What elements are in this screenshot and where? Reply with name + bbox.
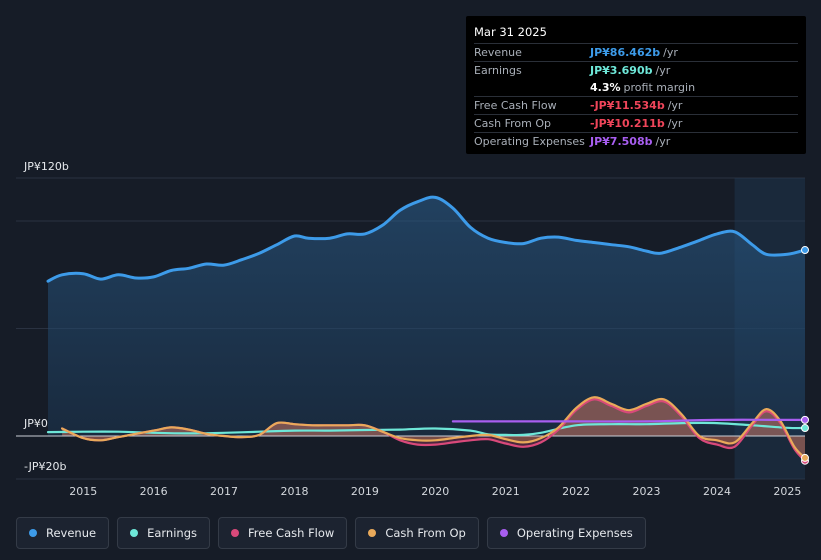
tooltip-unit: profit margin <box>623 81 696 94</box>
tooltip-label: Earnings <box>474 64 522 77</box>
x-axis-ticks: 2015 2016 2017 2018 2019 2020 2021 2022 2023 2024… <box>69 485 801 498</box>
legend-dot-icon <box>499 529 508 537</box>
revenue-endpoint <box>801 246 809 255</box>
tooltip-panel: Mar 31 2025 Revenue JP¥86.462b /yr Earni… <box>466 16 806 154</box>
x-tick-label: 2025 <box>773 485 801 498</box>
tooltip-label: Operating Expenses <box>474 135 585 148</box>
legend-label: Free Cash Flow <box>248 526 335 540</box>
legend-item-free-cash-flow[interactable]: Free Cash Flow <box>218 517 348 549</box>
tooltip-label: Cash From Op <box>474 117 552 130</box>
tooltip-row-cash-from-op: Cash From Op -JP¥10.211b /yr <box>474 114 798 132</box>
series-lines <box>46 195 807 462</box>
tooltip-value: -JP¥11.534b <box>590 99 665 112</box>
tooltip-value: JP¥86.462b <box>590 46 661 59</box>
legend-item-cash-from-op[interactable]: Cash From Op <box>355 517 479 549</box>
earnings-endpoint <box>801 424 809 433</box>
legend-label: Earnings <box>147 526 197 540</box>
tooltip-unit: /yr <box>655 135 671 148</box>
revenue-area <box>48 197 805 436</box>
x-tick-label: 2017 <box>210 485 238 498</box>
x-tick-label: 2020 <box>421 485 449 498</box>
legend-label: Operating Expenses <box>516 526 633 540</box>
cash-from-op-line <box>61 396 807 459</box>
operating-expenses-endpoint <box>801 415 809 424</box>
tooltip-row-free-cash-flow: Free Cash Flow -JP¥11.534b /yr <box>474 96 798 114</box>
legend-label: Revenue <box>46 526 97 540</box>
tooltip-unit: /yr <box>663 46 678 59</box>
x-tick-label: 2022 <box>562 485 590 498</box>
tooltip-value: JP¥7.508b <box>590 135 653 148</box>
tooltip-value: JP¥3.690b <box>590 64 653 77</box>
x-tick-label: 2018 <box>280 485 308 498</box>
tooltip-unit: /yr <box>667 117 683 130</box>
tooltip-value: -JP¥10.211b <box>590 117 665 130</box>
y-label-zero: JP¥0 <box>23 417 48 430</box>
tooltip-row-profit-margin: 4.3% profit margin <box>474 79 798 96</box>
legend-dot-icon <box>29 529 37 537</box>
tooltip-row-operating-expenses: Operating Expenses JP¥7.508b /yr <box>474 132 798 150</box>
free-cash-flow-area <box>62 399 806 461</box>
tooltip-date: Mar 31 2025 <box>474 25 547 39</box>
x-tick-label: 2023 <box>633 485 661 498</box>
operating-expenses-line <box>451 418 807 423</box>
tooltip-value: 4.3% <box>590 81 621 94</box>
tooltip-label: Free Cash Flow <box>474 99 557 112</box>
legend-item-operating-expenses[interactable]: Operating Expenses <box>486 517 646 549</box>
x-tick-label: 2024 <box>703 485 731 498</box>
chart-legend: Revenue Earnings Free Cash Flow Cash Fro… <box>16 517 646 549</box>
y-label-bottom: -JP¥20b <box>24 460 66 473</box>
legend-item-revenue[interactable]: Revenue <box>16 517 110 549</box>
legend-dot-icon <box>368 529 377 537</box>
x-tick-label: 2015 <box>69 485 97 498</box>
tooltip-row-revenue: Revenue JP¥86.462b /yr <box>474 43 798 61</box>
tooltip-row-earnings: Earnings JP¥3.690b /yr <box>474 61 798 79</box>
x-tick-label: 2021 <box>492 485 520 498</box>
series-endpoints <box>801 246 809 465</box>
cash-from-op-area <box>62 397 806 458</box>
series-areas <box>48 197 806 461</box>
tooltip-unit: /yr <box>667 99 683 112</box>
x-tick-label: 2019 <box>351 485 379 498</box>
earnings-line <box>46 421 807 437</box>
legend-dot-icon <box>130 529 139 537</box>
x-tick-label: 2016 <box>140 485 168 498</box>
tooltip-label: Revenue <box>474 46 522 59</box>
cash-from-op-endpoint <box>801 453 809 462</box>
tooltip-unit: /yr <box>655 64 671 77</box>
legend-dot-icon <box>231 529 239 537</box>
y-label-top: JP¥120b <box>23 160 69 173</box>
legend-label: Cash From Op <box>385 526 466 540</box>
legend-item-earnings[interactable]: Earnings <box>117 517 210 549</box>
revenue-line <box>46 195 807 283</box>
